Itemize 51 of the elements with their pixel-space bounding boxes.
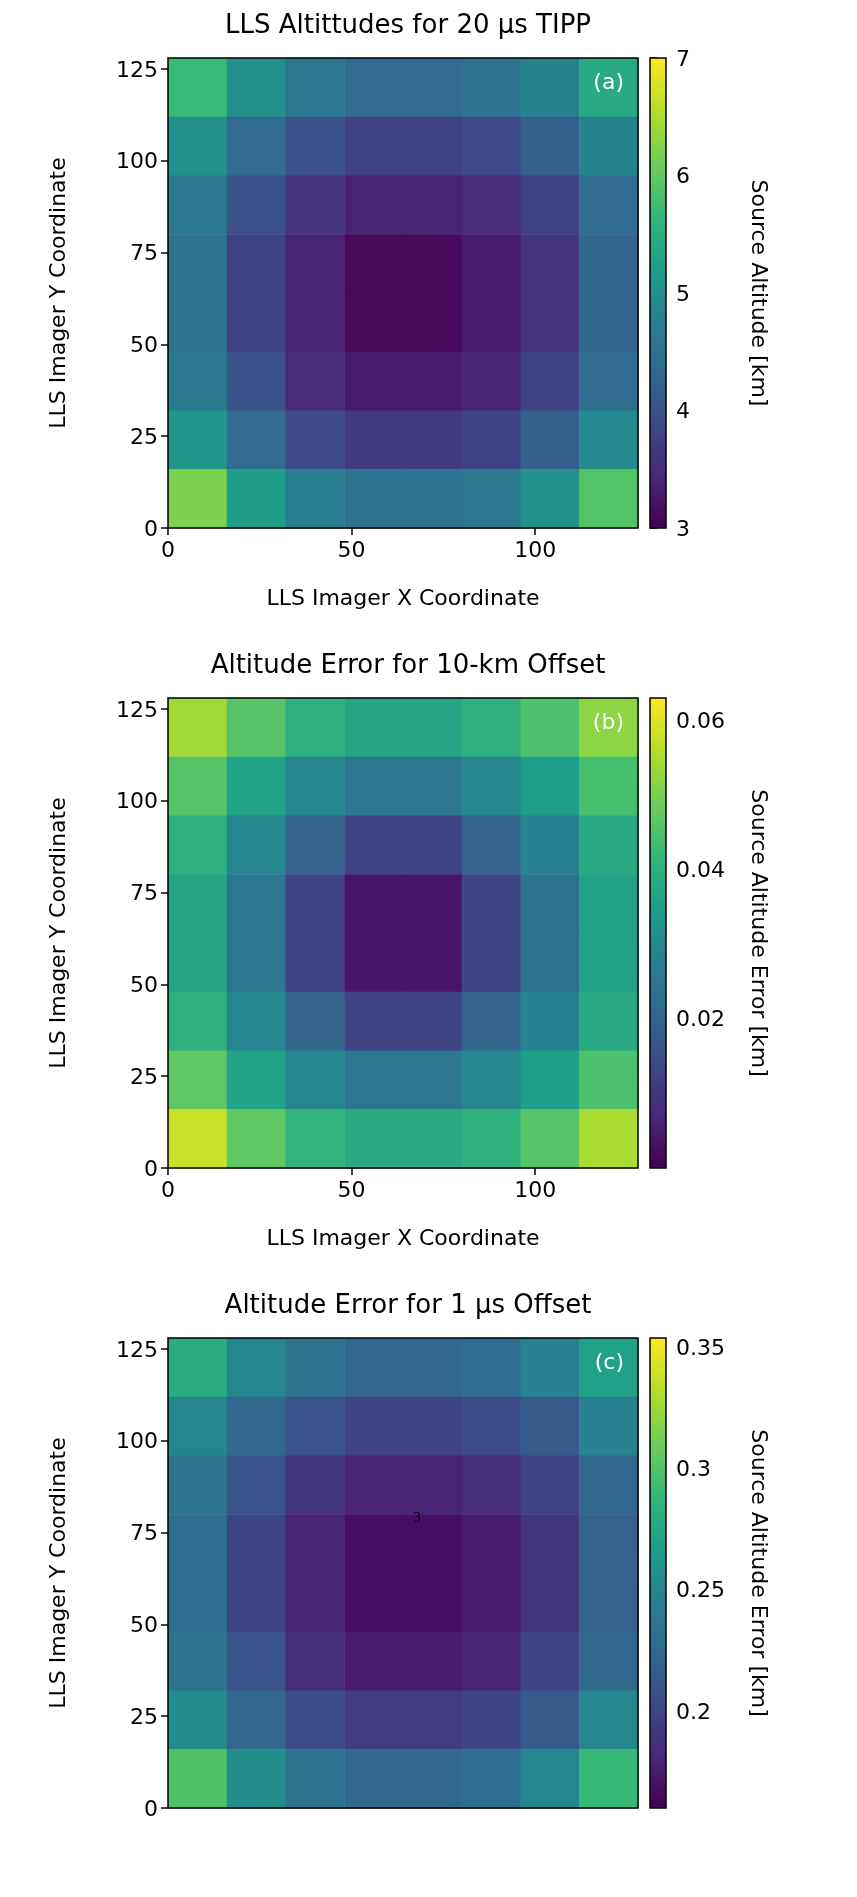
color-bar-label: 7 [676,45,690,71]
y-tick-label: 50 [130,971,158,997]
color-bar-label: 6 [676,163,690,188]
annotation: (a) [593,68,625,94]
color-bar-title: Source Altitude [km] [746,179,772,407]
x-axis-title: LLS Imager X Coordinate [266,584,540,610]
y-tick-label: 125 [116,56,158,82]
x-tick-label: 100 [514,1176,557,1202]
chart-title: Altitude Error for 1 µs Offset [224,1289,592,1319]
y-tick-label: 100 [116,1428,158,1454]
x-tick-label: 0 [161,1176,175,1202]
y-tick-label: 50 [130,331,158,357]
y-tick-label: 25 [130,1063,158,1089]
y-tick-label: 25 [130,1703,158,1729]
color-bar-label: 0.04 [676,857,725,883]
y-tick-label: 25 [130,423,158,449]
color-bar-label: 5 [676,280,690,306]
y-tick-label: 100 [116,788,158,814]
color-bar-label: 0.25 [676,1577,725,1603]
color-bar-title: Source Altitude Error [km] [746,1429,772,1717]
x-tick-label: 0 [161,536,175,562]
color-bar-label: 0.02 [676,1006,725,1032]
annotation: (b) [592,708,625,734]
y-tick-label: 0 [144,515,158,541]
annotation: 3 [413,1508,421,1525]
x-tick-label: 50 [337,536,366,562]
y-tick-label: 50 [130,1611,158,1637]
color-bar-label: 4 [676,398,690,423]
x-axis-title: LLS Imager X Coordinate [266,1224,540,1250]
y-axis-title: LLS Imager Y Coordinate [44,157,70,429]
color-bar-label: 3 [676,515,690,541]
x-tick-label: 50 [337,1176,366,1202]
color-bar-label: 0.2 [676,1698,711,1724]
y-tick-label: 75 [130,1520,158,1546]
y-axis-title: LLS Imager Y Coordinate [44,1437,70,1709]
x-tick-label: 100 [514,536,557,562]
y-tick-label: 125 [116,696,158,722]
y-tick-label: 75 [130,240,158,266]
chart-title: Altitude Error for 10-km Offset [210,649,606,679]
y-axis-title: LLS Imager Y Coordinate [44,797,70,1069]
y-tick-label: 0 [144,1795,158,1821]
color-bar-label: 0.06 [676,707,725,733]
color-bar-title: Source Altitude Error [km] [746,789,772,1077]
color-bar-label: 0.3 [676,1456,711,1482]
chart-title: LLS Altittudes for 20 µs TIPP [225,9,591,39]
y-tick-label: 0 [144,1155,158,1181]
y-tick-label: 125 [116,1336,158,1362]
y-tick-label: 75 [130,880,158,906]
y-tick-label: 100 [116,148,158,174]
annotation: (c) [594,1348,624,1374]
color-bar-label: 0.35 [676,1335,725,1361]
